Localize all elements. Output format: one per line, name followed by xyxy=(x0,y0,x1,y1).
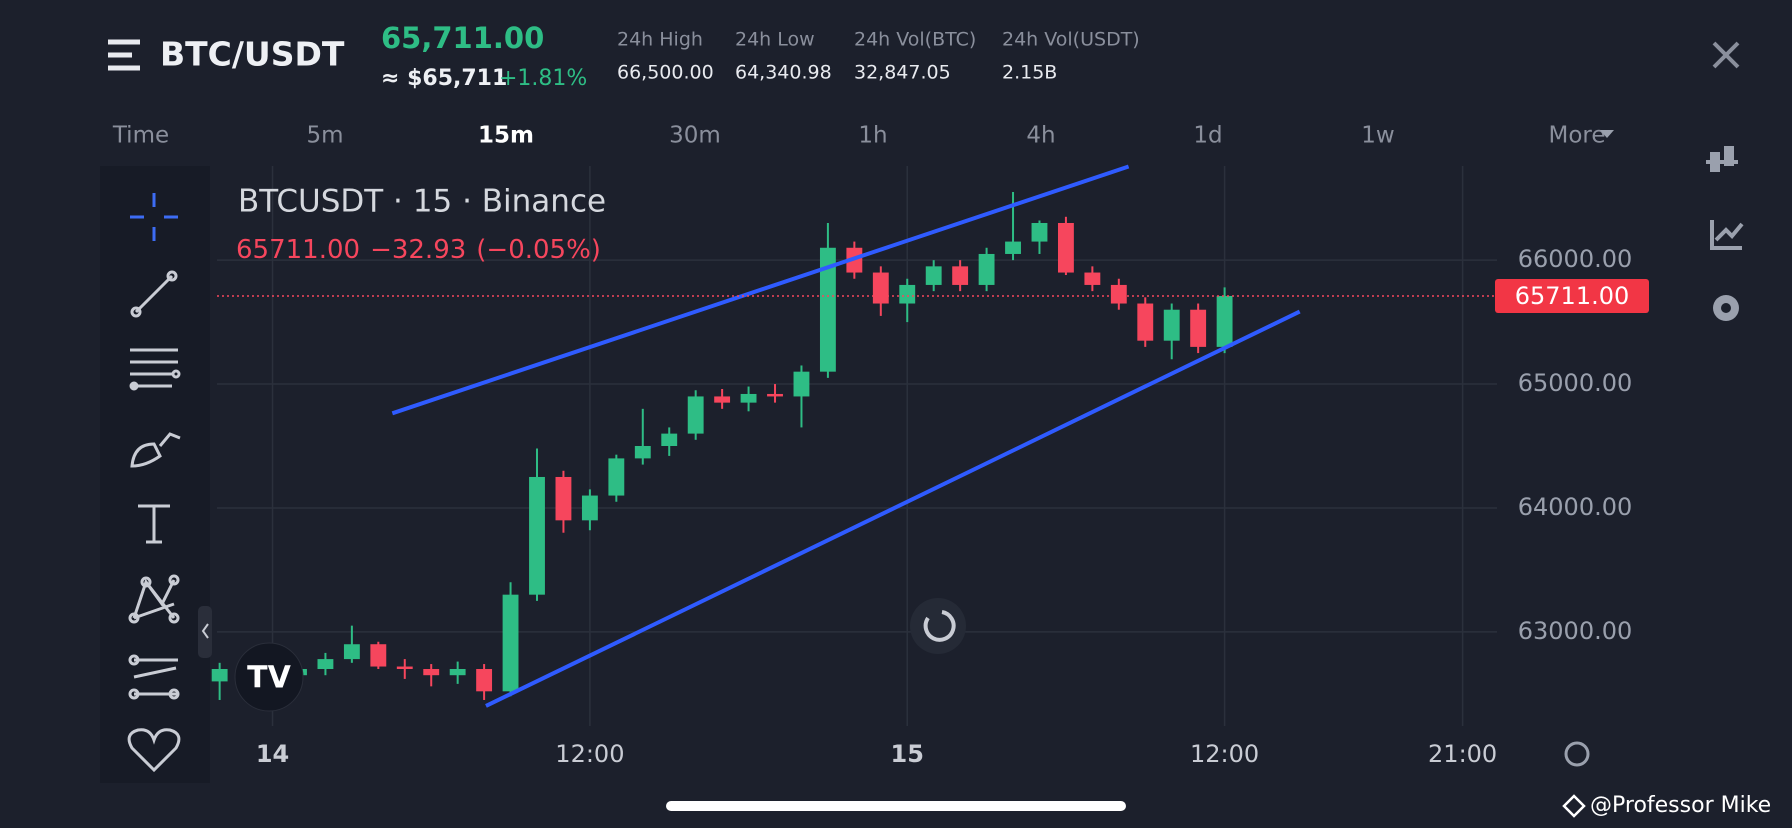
y-tick-label: 63000.00 xyxy=(1518,617,1633,645)
tool-icons[interactable] xyxy=(127,193,181,773)
timeframe[interactable]: 1w xyxy=(1361,123,1394,149)
candle-body xyxy=(952,266,969,285)
side-icons[interactable] xyxy=(1706,146,1744,321)
x-tick-label: 14 xyxy=(256,740,289,768)
legend-change_pct: (−0.05%) xyxy=(476,235,601,265)
candle-body xyxy=(1163,309,1180,341)
timeframe[interactable]: 30m xyxy=(669,123,721,149)
home-bar xyxy=(666,801,1126,811)
stat-label: 24h Vol(BTC) xyxy=(854,29,976,51)
candle-body xyxy=(714,396,731,403)
candle-body xyxy=(581,495,598,521)
candle-body xyxy=(978,253,995,285)
legend-last: 65711.00 xyxy=(236,235,360,265)
price: 65,711.00 xyxy=(381,21,544,55)
tv-logo-text: TV xyxy=(247,661,291,696)
last-price-box xyxy=(1495,278,1649,313)
candle-body xyxy=(317,659,334,670)
candle-body xyxy=(1057,222,1074,273)
menu-icon[interactable] xyxy=(108,39,140,71)
reset-button[interactable] xyxy=(910,598,966,654)
stat-label: 24h High xyxy=(617,29,703,51)
y-tick-label: 65000.00 xyxy=(1518,369,1633,397)
toolbar xyxy=(100,166,210,783)
candle-body xyxy=(819,247,836,372)
timeframe[interactable]: 1h xyxy=(858,123,887,149)
stat-label: 24h Low xyxy=(735,29,815,51)
candle-body xyxy=(1190,309,1207,347)
candle-body xyxy=(1031,222,1048,242)
candle-body xyxy=(793,371,810,397)
candle-body xyxy=(1216,295,1233,347)
candle-body xyxy=(370,644,387,667)
last-price-label: 65711.00 xyxy=(1515,282,1630,310)
candle-body xyxy=(661,433,678,446)
candle-body xyxy=(872,272,889,304)
candle-body xyxy=(502,594,519,692)
x-tick-label: 12:00 xyxy=(1190,740,1259,768)
watermark: @Professor Mike xyxy=(1590,793,1771,818)
close-button[interactable] xyxy=(1712,41,1740,69)
y-tick-label: 64000.00 xyxy=(1518,493,1633,521)
stat-label: 24h Vol(USDT) xyxy=(1002,29,1140,51)
x-tick-label: 15 xyxy=(891,740,924,768)
x-tick-label: 21:00 xyxy=(1428,740,1497,768)
stat-value: 66,500.00 xyxy=(617,62,714,84)
stat-value: 32,847.05 xyxy=(854,62,951,84)
candle-body xyxy=(767,393,783,397)
candle-body xyxy=(555,476,572,521)
stat-value: 64,340.98 xyxy=(735,62,832,84)
candle-body xyxy=(925,266,942,285)
timeframe[interactable]: 15m xyxy=(478,123,534,149)
price-change: +1.81% xyxy=(499,66,587,91)
candle-body xyxy=(423,669,440,676)
x-tick-label: 12:00 xyxy=(555,740,624,768)
candle-body xyxy=(1137,303,1154,341)
reset-icon xyxy=(923,610,956,642)
legend-values: 65711.00 −32.93 (−0.05%) xyxy=(236,235,601,265)
settings-icon[interactable] xyxy=(1564,741,1590,767)
timeframe[interactable]: 4h xyxy=(1026,123,1055,149)
legend-change: −32.93 xyxy=(370,235,466,265)
timeframe[interactable]: 5m xyxy=(306,123,343,149)
tv-logo[interactable] xyxy=(234,642,304,712)
y-tick-label: 66000.00 xyxy=(1518,245,1633,273)
candle-body xyxy=(899,284,916,304)
candle-body xyxy=(211,669,228,682)
candle-body xyxy=(1005,241,1021,254)
candle-body xyxy=(608,458,625,496)
approx-price: ≈ $65,711 xyxy=(381,66,507,91)
candle-body xyxy=(476,669,493,692)
trend-line xyxy=(485,309,1301,708)
candle-body xyxy=(343,644,360,660)
timeframe[interactable]: Time xyxy=(112,123,169,149)
trend-line xyxy=(391,164,1130,416)
candle-body xyxy=(1110,284,1127,304)
collapse-tab[interactable] xyxy=(198,606,212,658)
candle-body xyxy=(740,393,757,403)
watermark-icon xyxy=(1562,794,1586,818)
collapse-arrow xyxy=(201,623,209,639)
stat-value: 2.15B xyxy=(1002,62,1057,84)
more-arrow xyxy=(1600,130,1614,138)
legend-symbol: BTCUSDT · 15 · Binance xyxy=(238,184,606,220)
candle-body xyxy=(449,669,466,676)
candle-body xyxy=(687,396,704,434)
candle-body xyxy=(396,666,413,670)
candle-body xyxy=(1084,272,1101,285)
pair: BTC/USDT xyxy=(160,35,345,74)
timeframe[interactable]: 1d xyxy=(1193,123,1222,149)
timeframe[interactable]: More xyxy=(1548,123,1605,149)
candle-body xyxy=(634,446,651,459)
candle-body xyxy=(529,476,545,595)
